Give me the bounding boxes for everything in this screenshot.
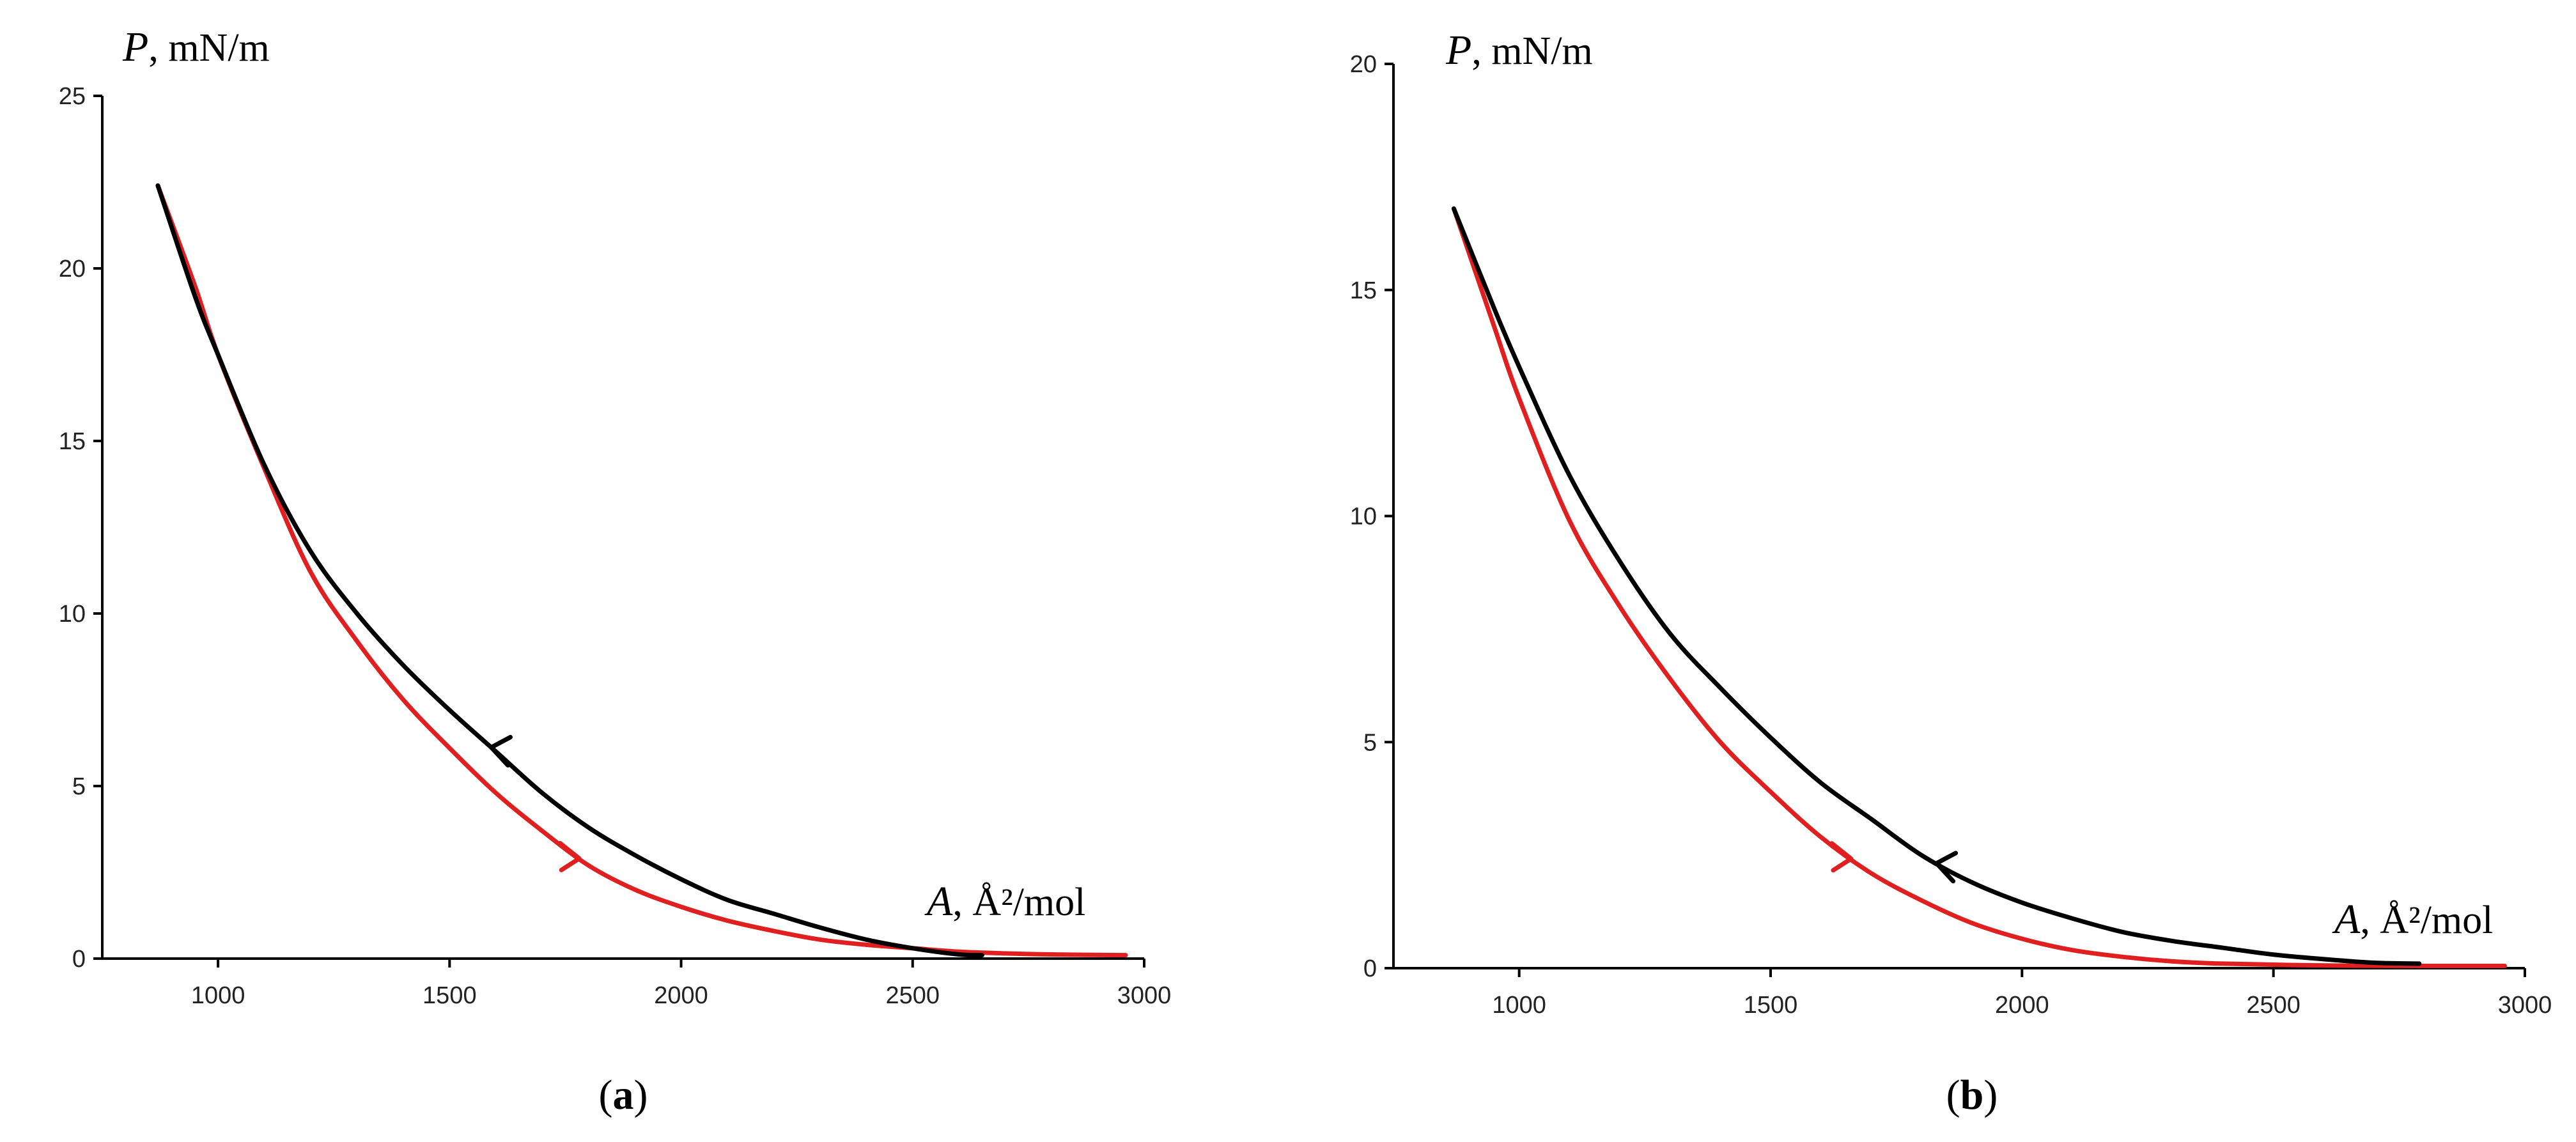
y-axis-variable: P [122, 24, 148, 70]
x-axis-variable: A [2332, 896, 2361, 943]
series-line-compression [1451, 206, 2422, 966]
x-axis-label: A, Å²/mol [924, 878, 1085, 925]
x-tick-label: 1500 [423, 982, 477, 1009]
x-tick-label: 2500 [886, 982, 940, 1009]
direction-arrow-expansion [557, 840, 582, 872]
x-tick-label: 2000 [1995, 992, 2049, 1019]
y-tick-label: 25 [59, 83, 86, 110]
y-tick-label: 10 [1350, 504, 1377, 530]
direction-arrow-compression [1934, 851, 1959, 884]
y-tick-label: 0 [72, 946, 86, 973]
x-axis-label: A, Å²/mol [2332, 896, 2493, 943]
series-line-compression [155, 183, 984, 958]
panel-label: (a) [599, 1072, 648, 1118]
x-tick-label: 1500 [1744, 992, 1798, 1019]
y-axis-unit: , mN/m [148, 26, 269, 70]
direction-arrow-compression [489, 735, 513, 768]
x-tick-label: 1000 [1492, 992, 1546, 1019]
x-tick-label: 3000 [1117, 982, 1172, 1009]
series-line-expansion [1451, 206, 2508, 969]
y-tick-label: 15 [1350, 277, 1377, 304]
panel-label: (b) [1946, 1072, 1998, 1118]
y-tick-label: 5 [1363, 729, 1377, 756]
series-line-expansion [155, 183, 1128, 958]
x-tick-label: 2000 [654, 982, 708, 1009]
x-tick-label: 2500 [2246, 992, 2301, 1019]
y-axis-unit: , mN/m [1471, 29, 1592, 73]
y-tick-label: 20 [1350, 51, 1377, 78]
y-axis-label: P, mN/m [122, 24, 270, 70]
y-tick-label: 0 [1363, 955, 1377, 982]
y-axis-variable: P [1445, 27, 1471, 73]
y-tick-label: 5 [72, 773, 86, 800]
x-tick-label: 1000 [191, 982, 245, 1009]
direction-arrow-expansion [1829, 841, 1854, 873]
y-tick-label: 10 [59, 601, 86, 628]
x-axis-variable: A [924, 878, 953, 925]
y-axis-label: P, mN/m [1445, 27, 1593, 73]
x-axis-unit: , Å²/mol [2360, 899, 2493, 942]
x-axis-unit: , Å²/mol [952, 881, 1085, 924]
panel-b: 0 5 10 15 20 1000 1500 2000 2500 3000 P, mN/m A, Å²… [1350, 27, 2552, 1118]
y-tick-label: 15 [59, 428, 86, 455]
x-tick-label: 3000 [2498, 992, 2552, 1019]
y-tick-label: 20 [59, 256, 86, 282]
